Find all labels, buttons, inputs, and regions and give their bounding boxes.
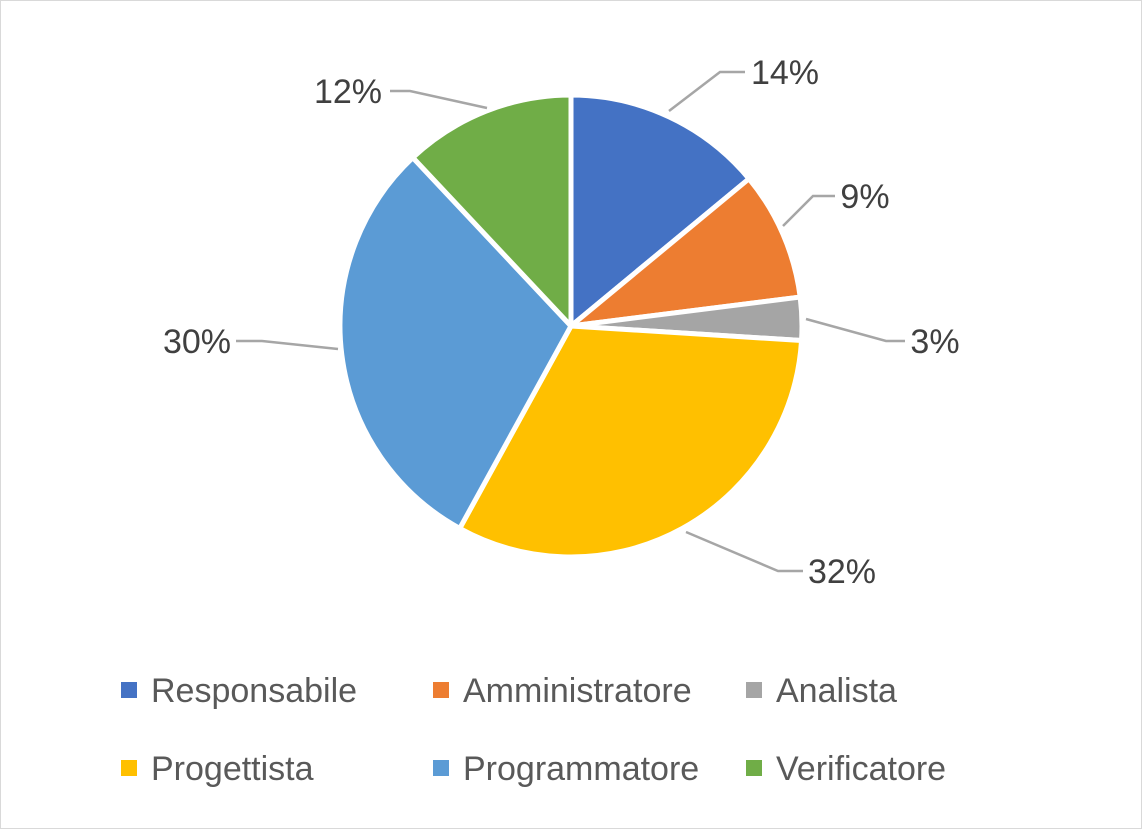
data-label-programmatore: 30%	[163, 323, 231, 361]
legend-swatch-programmatore	[433, 760, 449, 776]
legend-label-programmatore: Programmatore	[463, 750, 699, 788]
data-label-progettista: 32%	[808, 553, 876, 591]
pie-slice-amministratore	[568, 176, 803, 329]
legend-label-responsabile: Responsabile	[151, 672, 357, 710]
leader-line-verificatore	[390, 89, 488, 110]
legend-label-verificatore: Verificatore	[776, 750, 946, 788]
data-label-verificatore: 12%	[314, 73, 382, 111]
leader-line-analista	[805, 317, 905, 343]
data-label-amministratore: 9%	[840, 178, 889, 216]
leader-line-programmatore	[236, 339, 339, 351]
legend-swatch-verificatore	[746, 760, 762, 776]
pie-slice-progettista	[457, 323, 805, 560]
legend-swatch-amministratore	[433, 682, 449, 698]
data-label-analista: 3%	[910, 323, 959, 361]
legend-swatch-responsabile	[121, 682, 137, 698]
pie-slice-programmatore	[337, 155, 574, 531]
legend-swatch-analista	[746, 682, 762, 698]
legend-swatch-progettista	[121, 760, 137, 776]
leader-line-progettista	[685, 530, 803, 573]
leader-line-responsabile	[668, 70, 745, 112]
data-label-responsabile: 14%	[751, 54, 819, 92]
data-labels: 14% 9% 3% 32% 30% 12%	[163, 54, 960, 591]
pie-slices	[337, 92, 805, 560]
leader-lines	[236, 70, 905, 573]
legend: Responsabile Amministratore Analista Proget…	[121, 672, 946, 788]
legend-label-analista: Analista	[776, 672, 897, 710]
pie-slice-verificatore	[410, 92, 574, 329]
leader-line-amministratore	[782, 194, 835, 227]
pie-slice-responsabile	[568, 92, 752, 329]
legend-label-progettista: Progettista	[151, 750, 314, 788]
legend-label-amministratore: Amministratore	[463, 672, 692, 710]
